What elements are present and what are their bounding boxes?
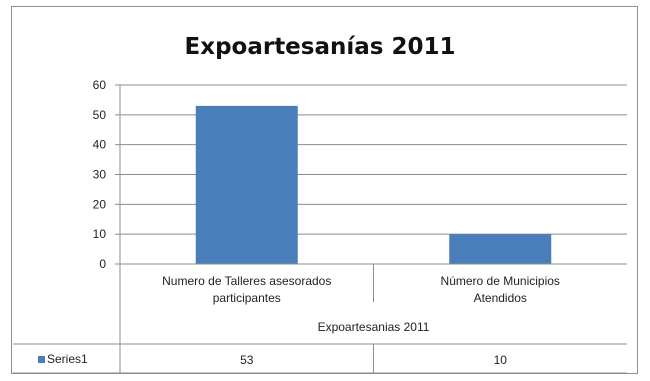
x-category-label: Atendidos — [474, 291, 527, 305]
y-tick-label: 50 — [93, 108, 107, 122]
bar — [195, 105, 298, 264]
y-tick-label: 30 — [93, 168, 107, 182]
chart-title: Expoartesanías 2011 — [185, 34, 456, 60]
y-tick-label: 60 — [93, 78, 107, 92]
y-tick-label: 20 — [93, 197, 107, 211]
x-category-label: Numero de Talleres asesorados — [162, 274, 331, 288]
y-tick-label: 40 — [93, 138, 107, 152]
y-tick-label: 10 — [93, 227, 107, 241]
x-category-label: Número de Municipios — [441, 274, 560, 288]
legend-swatch — [38, 356, 45, 363]
data-value-label: 10 — [494, 353, 508, 367]
y-tick-label: 0 — [99, 257, 106, 271]
data-table: Numero de Talleres asesorados participant… — [13, 263, 627, 374]
x-group-label: Expoartesanias 2011 — [318, 320, 430, 334]
bars — [195, 105, 552, 264]
chart-frame — [11, 6, 638, 374]
bar — [449, 234, 552, 264]
data-value-label: 53 — [240, 353, 254, 367]
legend-series-name: Series1 — [47, 352, 88, 366]
x-category-label: participantes — [213, 291, 281, 305]
y-axis-ticks: 0 10 20 30 40 50 60 — [93, 78, 121, 271]
